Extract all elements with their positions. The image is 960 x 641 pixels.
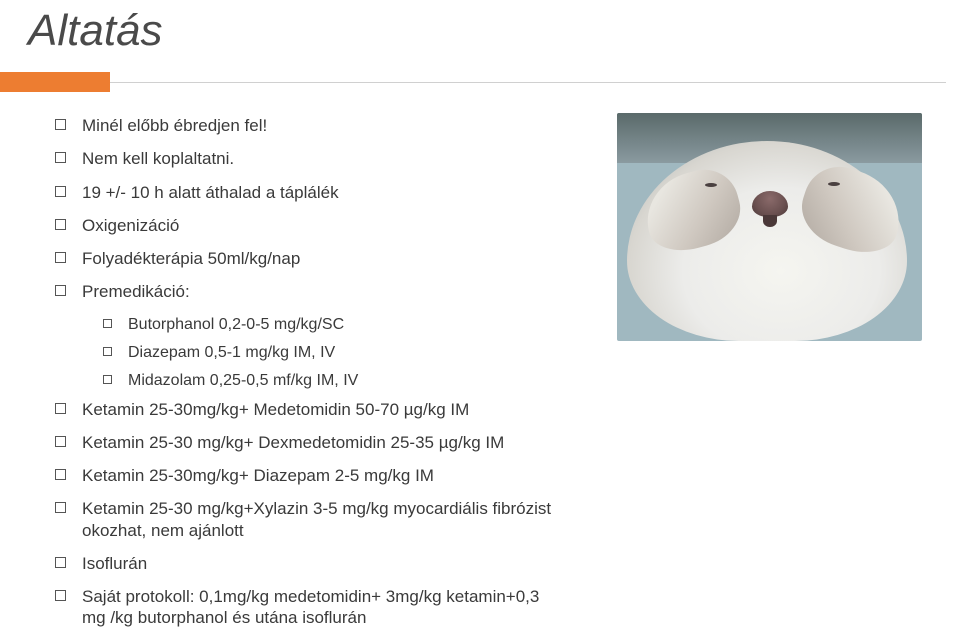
rabbit-eye-shape xyxy=(828,182,840,186)
bullet-icon xyxy=(55,469,66,480)
list-item-text: Ketamin 25-30mg/kg+ Diazepam 2-5 mg/kg I… xyxy=(82,465,434,486)
list-item: Premedikáció: xyxy=(55,281,555,302)
list-item: Minél előbb ébredjen fel! xyxy=(55,115,555,136)
sub-list: Butorphanol 0,2-0-5 mg/kg/SC Diazepam 0,… xyxy=(103,315,555,391)
list-item-text: Ketamin 25-30 mg/kg+Xylazin 3-5 mg/kg my… xyxy=(82,498,555,541)
bullet-icon xyxy=(55,219,66,230)
list-item-text: Saját protokoll: 0,1mg/kg medetomidin+ 3… xyxy=(82,586,555,629)
list-item: Oxigenizáció xyxy=(55,215,555,236)
list-item-text: Ketamin 25-30 mg/kg+ Dexmedetomidin 25-3… xyxy=(82,432,504,453)
bullet-icon xyxy=(103,319,112,328)
list-item-text: Minél előbb ébredjen fel! xyxy=(82,115,267,136)
bullet-icon xyxy=(55,557,66,568)
list-item-text: Ketamin 25-30mg/kg+ Medetomidin 50-70 µg… xyxy=(82,399,469,420)
list-item: Isoflurán xyxy=(55,553,555,574)
bullet-icon xyxy=(103,347,112,356)
list-item: Saját protokoll: 0,1mg/kg medetomidin+ 3… xyxy=(55,586,555,629)
bullet-icon xyxy=(55,285,66,296)
list-item-text: Midazolam 0,25-0,5 mf/kg IM, IV xyxy=(128,371,358,391)
bullet-icon xyxy=(55,119,66,130)
bullet-icon xyxy=(55,436,66,447)
list-item-text: Folyadékterápia 50ml/kg/nap xyxy=(82,248,300,269)
bullet-icon xyxy=(55,502,66,513)
bullet-icon xyxy=(55,186,66,197)
rabbit-eye-shape xyxy=(705,183,717,187)
list-item: Nem kell koplaltatni. xyxy=(55,148,555,169)
bullet-icon xyxy=(55,403,66,414)
list-item-text: Isoflurán xyxy=(82,553,147,574)
list-item: 19 +/- 10 h alatt áthalad a táplálék xyxy=(55,182,555,203)
rabbit-image xyxy=(617,113,922,341)
list-item: Midazolam 0,25-0,5 mf/kg IM, IV xyxy=(103,371,555,391)
bullet-icon xyxy=(55,252,66,263)
title-divider xyxy=(110,82,946,83)
accent-bar xyxy=(0,72,110,92)
list-item-text: Nem kell koplaltatni. xyxy=(82,148,234,169)
list-item: Diazepam 0,5-1 mg/kg IM, IV xyxy=(103,343,555,363)
list-item: Butorphanol 0,2-0-5 mg/kg/SC xyxy=(103,315,555,335)
bullet-icon xyxy=(55,590,66,601)
list-item: Ketamin 25-30 mg/kg+Xylazin 3-5 mg/kg my… xyxy=(55,498,555,541)
list-item-text: Premedikáció: xyxy=(82,281,190,302)
list-item: Folyadékterápia 50ml/kg/nap xyxy=(55,248,555,269)
list-item: Ketamin 25-30 mg/kg+ Dexmedetomidin 25-3… xyxy=(55,432,555,453)
list-item-text: 19 +/- 10 h alatt áthalad a táplálék xyxy=(82,182,339,203)
list-item-text: Diazepam 0,5-1 mg/kg IM, IV xyxy=(128,343,335,363)
bullet-icon xyxy=(55,152,66,163)
rabbit-nose-shape xyxy=(752,191,788,217)
list-item: Ketamin 25-30mg/kg+ Diazepam 2-5 mg/kg I… xyxy=(55,465,555,486)
bullet-icon xyxy=(103,375,112,384)
rabbit-mouth-shape xyxy=(763,215,777,227)
bullet-content: Minél előbb ébredjen fel! Nem kell kopla… xyxy=(55,115,555,641)
list-item-text: Butorphanol 0,2-0-5 mg/kg/SC xyxy=(128,315,344,335)
list-item: Ketamin 25-30mg/kg+ Medetomidin 50-70 µg… xyxy=(55,399,555,420)
slide-title: Altatás xyxy=(28,6,163,56)
list-item-text: Oxigenizáció xyxy=(82,215,179,236)
